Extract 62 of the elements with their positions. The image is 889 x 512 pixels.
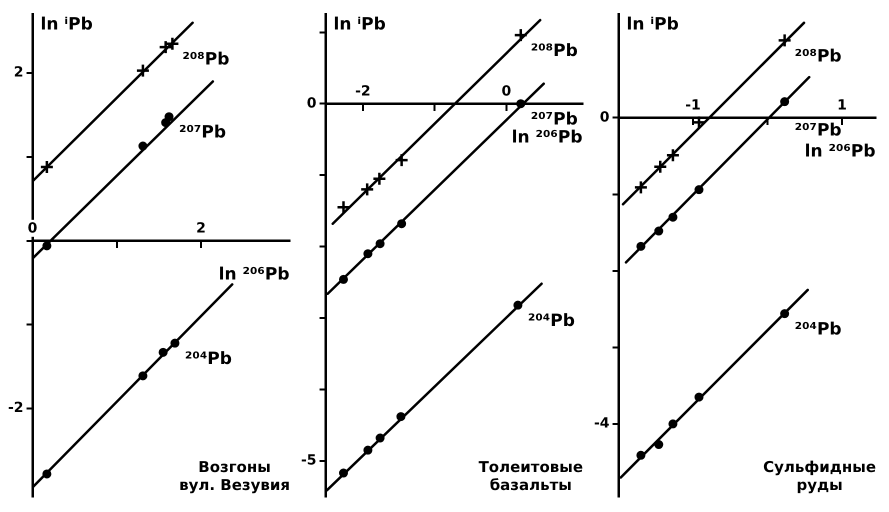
point: [653, 159, 668, 174]
point: [40, 160, 54, 174]
x-axis-title: ln ²⁰⁶Pb: [804, 142, 876, 162]
point: [636, 450, 646, 460]
point: [654, 226, 664, 236]
point: [668, 212, 678, 222]
point: [363, 446, 372, 455]
x-tick-label: 1: [837, 97, 847, 114]
series-label: ²⁰⁷Pb: [794, 120, 842, 141]
annotation: Сульфидные руды: [763, 458, 876, 494]
point: [338, 468, 348, 478]
point: [397, 219, 406, 228]
point: [780, 97, 790, 106]
series-label: ²⁰⁸Pb: [182, 50, 230, 70]
series-label: ²⁰⁴Pb: [794, 320, 842, 340]
point: [780, 309, 790, 318]
point: [516, 99, 526, 108]
point: [654, 440, 664, 450]
point: [694, 185, 704, 194]
point: [42, 469, 52, 478]
point: [164, 112, 174, 122]
point: [777, 33, 792, 48]
series-label: ²⁰⁴Pb: [184, 349, 232, 370]
y-tick-label: -5: [300, 452, 317, 469]
x-axis-title: ln ²⁰⁶Pb: [512, 128, 582, 148]
point: [138, 371, 148, 380]
series-label: ²⁰⁸Pb: [530, 41, 578, 62]
y-axis-title: ln ⁱPb: [40, 14, 93, 34]
x-axis-title: ln ²⁰⁶Pb: [218, 264, 290, 285]
point: [360, 182, 374, 197]
point: [668, 419, 678, 428]
point: [338, 274, 348, 284]
point: [514, 28, 528, 42]
series-label: ²⁰⁷Pb: [179, 122, 226, 143]
y-tick-label: -4: [594, 416, 610, 432]
point: [138, 142, 148, 151]
point: [363, 249, 372, 258]
point: [165, 36, 180, 51]
point: [136, 63, 150, 78]
point: [376, 434, 385, 443]
point: [158, 40, 173, 54]
point: [372, 171, 387, 186]
point: [394, 152, 409, 168]
series-label: ²⁰⁷Pb: [530, 110, 578, 130]
x-tick-label: -1: [685, 97, 701, 114]
point: [396, 412, 406, 422]
point: [42, 241, 52, 250]
point: [158, 348, 168, 357]
point: [666, 148, 680, 162]
series-label: ²⁰⁸Pb: [794, 46, 842, 66]
point: [694, 392, 704, 402]
series-label: ²⁰⁴Pb: [528, 311, 575, 332]
annotation: Возгоны вул. Везувия: [179, 458, 290, 494]
y-axis-title: ln ⁱPb: [626, 14, 679, 34]
point: [170, 338, 180, 348]
y-axis-title: ln ⁱPb: [334, 14, 386, 34]
point: [336, 200, 351, 215]
point: [513, 300, 522, 310]
point: [376, 239, 385, 248]
annotation: Толеитовые базальты: [478, 458, 583, 494]
point: [636, 242, 646, 251]
point: [634, 180, 648, 195]
